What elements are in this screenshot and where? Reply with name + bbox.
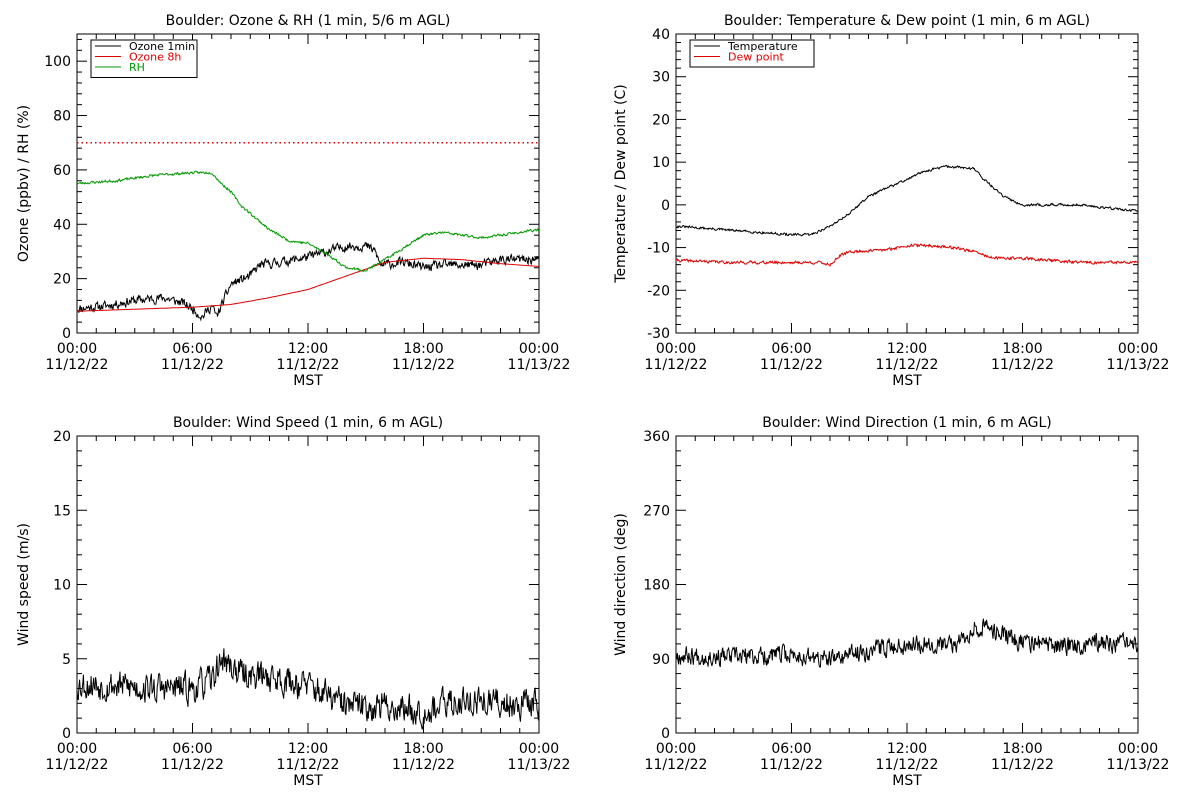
x-tick-date: 11/13/22	[1107, 757, 1170, 773]
series-line-1	[77, 648, 539, 729]
chart-panel-2: Boulder: Temperature & Dew point (1 min,…	[613, 13, 1169, 389]
x-tick-date: 11/12/22	[392, 757, 455, 773]
y-tick-label: 90	[652, 652, 670, 668]
x-tick-time: 00:00	[57, 741, 97, 757]
series-line-1	[676, 619, 1138, 667]
x-tick-time: 18:00	[1002, 741, 1042, 757]
x-tick-date: 11/12/22	[277, 757, 340, 773]
x-tick-time: 18:00	[1002, 341, 1042, 357]
x-tick-time: 06:00	[172, 341, 212, 357]
y-tick-label: -20	[647, 283, 670, 299]
x-tick-time: 18:00	[403, 741, 443, 757]
y-axis-label: Wind direction (deg)	[613, 513, 629, 656]
x-tick-date: 11/12/22	[645, 357, 708, 373]
y-tick-label: 0	[661, 726, 670, 742]
y-tick-label: 15	[53, 503, 71, 519]
x-tick-time: 12:00	[288, 341, 328, 357]
chart-panel-1: Boulder: Ozone & RH (1 min, 5/6 m AGL) 0 2…	[16, 13, 570, 389]
x-tick-time: 00:00	[1118, 741, 1158, 757]
x-tick-date: 11/12/22	[876, 757, 939, 773]
chart-title: Boulder: Ozone & RH (1 min, 5/6 m AGL)	[166, 13, 451, 29]
y-tick-label: 0	[62, 326, 71, 342]
y-tick-label: 10	[53, 578, 71, 594]
plot-frame	[676, 436, 1138, 733]
y-tick-label: 80	[53, 109, 71, 125]
x-tick-date: 11/13/22	[1107, 357, 1170, 373]
legend-entry: Dew point	[728, 51, 784, 64]
y-tick-label: 270	[643, 503, 670, 519]
y-tick-label: 10	[652, 155, 670, 171]
y-tick-label: 360	[643, 429, 670, 445]
x-tick-time: 18:00	[403, 341, 443, 357]
x-tick-time: 00:00	[519, 741, 559, 757]
x-tick-date: 11/13/22	[508, 757, 571, 773]
series-line-1	[676, 165, 1138, 235]
x-tick-date: 11/12/22	[392, 357, 455, 373]
x-axis-label: MST	[293, 773, 323, 789]
plot-frame	[77, 436, 539, 733]
x-tick-date: 11/13/22	[508, 357, 571, 373]
x-tick-time: 00:00	[519, 341, 559, 357]
x-tick-time: 12:00	[288, 741, 328, 757]
plot-frame	[676, 34, 1138, 333]
y-tick-label: 20	[53, 429, 71, 445]
x-tick-time: 06:00	[771, 741, 811, 757]
x-tick-date: 11/12/22	[277, 357, 340, 373]
x-tick-date: 11/12/22	[46, 757, 109, 773]
y-tick-label: 100	[44, 54, 71, 70]
y-axis-label: Ozone (ppbv) / RH (%)	[16, 105, 32, 262]
chart-panel-4: Boulder: Wind Direction (1 min, 6 m AGL)…	[613, 415, 1169, 789]
x-tick-time: 00:00	[656, 741, 696, 757]
x-tick-date: 11/12/22	[161, 757, 224, 773]
x-tick-time: 06:00	[172, 741, 212, 757]
x-tick-time: 06:00	[771, 341, 811, 357]
y-axis-label: Temperature / Dew point (C)	[613, 84, 629, 283]
y-tick-label: 20	[652, 112, 670, 128]
x-tick-date: 11/12/22	[760, 357, 823, 373]
y-tick-label: 40	[53, 217, 71, 233]
y-tick-label: 5	[62, 652, 71, 668]
chart-panel-3: Boulder: Wind Speed (1 min, 6 m AGL) 0 5 10…	[16, 415, 570, 789]
x-tick-time: 12:00	[887, 341, 927, 357]
y-tick-label: 180	[643, 578, 670, 594]
x-tick-time: 00:00	[57, 341, 97, 357]
figure: Boulder: Ozone & RH (1 min, 5/6 m AGL) 0 2…	[0, 0, 1200, 800]
x-tick-date: 11/12/22	[876, 357, 939, 373]
chart-title: Boulder: Temperature & Dew point (1 min,…	[724, 13, 1090, 29]
series-line-1	[77, 243, 539, 320]
series-line-2	[676, 244, 1138, 266]
y-tick-label: 0	[661, 198, 670, 214]
y-tick-label: 30	[652, 70, 670, 86]
y-tick-label: 40	[652, 27, 670, 43]
x-tick-time: 00:00	[1118, 341, 1158, 357]
y-tick-label: 20	[53, 272, 71, 288]
x-tick-time: 00:00	[656, 341, 696, 357]
x-tick-date: 11/12/22	[46, 357, 109, 373]
y-tick-label: -30	[647, 326, 670, 342]
x-tick-date: 11/12/22	[645, 757, 708, 773]
chart-title: Boulder: Wind Direction (1 min, 6 m AGL)	[762, 415, 1051, 431]
y-axis-label: Wind speed (m/s)	[16, 523, 32, 646]
x-tick-date: 11/12/22	[991, 357, 1054, 373]
x-axis-label: MST	[293, 373, 323, 389]
x-tick-date: 11/12/22	[161, 357, 224, 373]
x-tick-time: 12:00	[887, 741, 927, 757]
plot-frame	[77, 34, 539, 333]
chart-title: Boulder: Wind Speed (1 min, 6 m AGL)	[173, 415, 443, 431]
y-tick-label: -10	[647, 241, 670, 257]
x-axis-label: MST	[892, 773, 922, 789]
legend-entry: RH	[129, 61, 145, 74]
y-tick-label: 60	[53, 163, 71, 179]
x-axis-label: MST	[892, 373, 922, 389]
x-tick-date: 11/12/22	[760, 757, 823, 773]
x-tick-date: 11/12/22	[991, 757, 1054, 773]
y-tick-label: 0	[62, 726, 71, 742]
